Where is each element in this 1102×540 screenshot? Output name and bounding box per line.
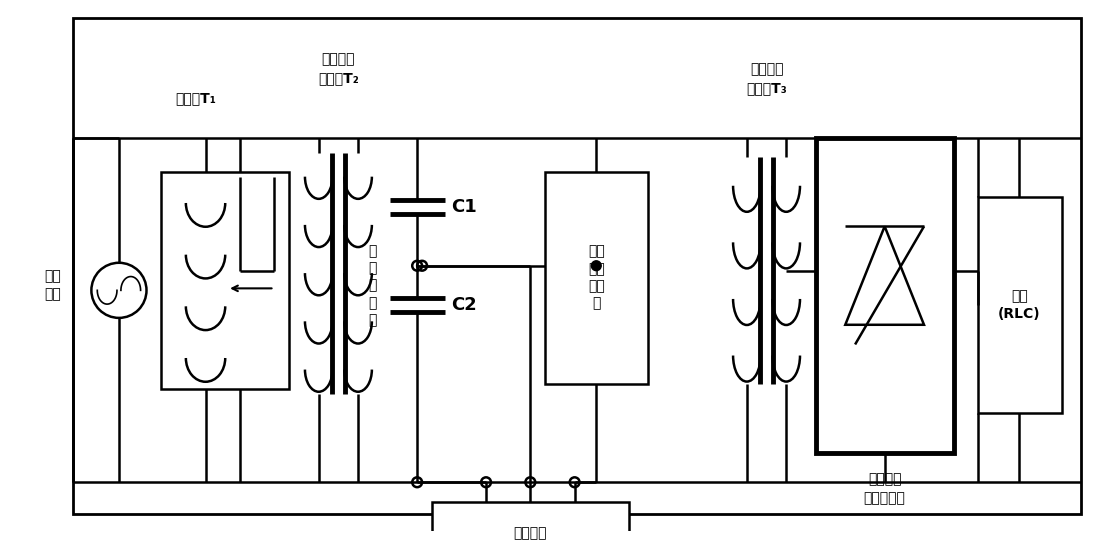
Text: C1: C1 (452, 198, 477, 215)
Text: 调压器T₁: 调压器T₁ (175, 91, 216, 105)
Bar (161, 172, 289, 389)
Text: C2: C2 (452, 296, 477, 314)
Text: 单相降压
变压器T₃: 单相降压 变压器T₃ (746, 63, 787, 95)
Circle shape (592, 261, 602, 271)
Text: 测量装置: 测量装置 (514, 526, 547, 540)
Text: 待检
电压
互感
器: 待检 电压 互感 器 (587, 245, 605, 310)
Text: 工频
电源: 工频 电源 (44, 269, 62, 302)
Bar (545, 172, 648, 384)
Bar (979, 197, 1062, 413)
Text: 电
容
分
压
器: 电 容 分 压 器 (369, 244, 377, 327)
Text: 单相升压
变压器T₂: 单相升压 变压器T₂ (318, 53, 359, 85)
Bar (432, 502, 629, 540)
Bar (815, 138, 953, 453)
Text: 单相全控
整流桥负荷: 单相全控 整流桥负荷 (864, 472, 906, 505)
Text: 负载
(RLC): 负载 (RLC) (998, 289, 1040, 321)
